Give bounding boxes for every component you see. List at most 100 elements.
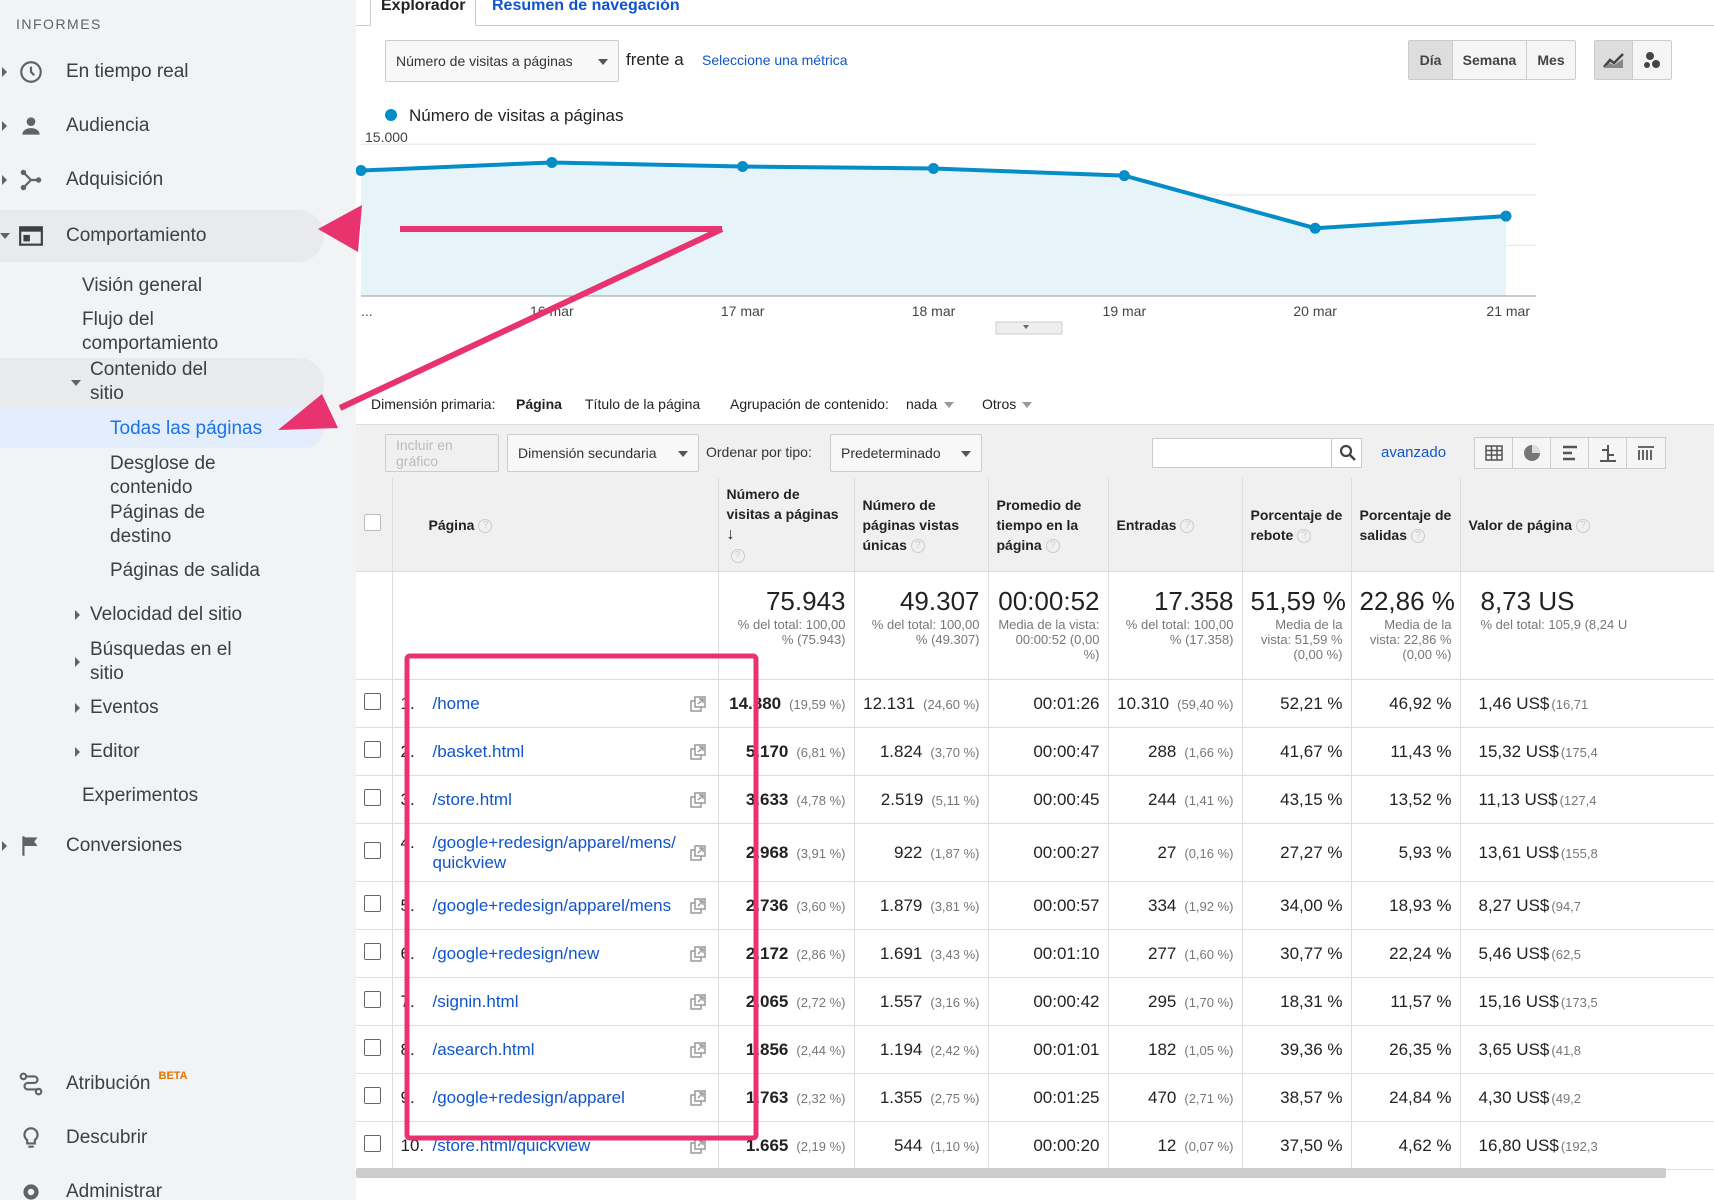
pivot-view-button[interactable] bbox=[1627, 438, 1665, 468]
row-checkbox[interactable] bbox=[364, 1038, 381, 1056]
comparison-view-button[interactable] bbox=[1589, 438, 1627, 468]
sidebar-sub-todas-las-paginas[interactable]: Todas las páginas bbox=[110, 418, 263, 439]
dimension-pagina[interactable]: Página bbox=[516, 396, 562, 412]
select-all-checkbox[interactable] bbox=[364, 513, 381, 531]
select-all-cell[interactable] bbox=[356, 478, 393, 572]
page-link[interactable]: /google+redesign/apparel bbox=[433, 1088, 625, 1108]
page-link[interactable]: /home bbox=[433, 694, 480, 714]
row-checkbox-cell[interactable] bbox=[356, 929, 393, 978]
help-icon[interactable]: ? bbox=[730, 549, 745, 564]
sidebar-sub-contenido[interactable]: Contenido del sitio bbox=[90, 358, 207, 406]
month-button[interactable]: Mes bbox=[1527, 41, 1575, 79]
row-checkbox-cell[interactable] bbox=[356, 881, 393, 930]
table-view-button[interactable] bbox=[1475, 438, 1513, 468]
header-salidas[interactable]: Porcentaje de salidas? bbox=[1351, 478, 1461, 572]
open-page-icon[interactable] bbox=[689, 844, 706, 861]
metric-select[interactable]: Número de visitas a páginas bbox=[385, 40, 619, 82]
page-link[interactable]: /google+redesign/apparel/mens bbox=[433, 896, 672, 916]
row-checkbox-cell[interactable] bbox=[356, 977, 393, 1026]
help-icon[interactable]: ? bbox=[1045, 538, 1060, 553]
row-checkbox-cell[interactable] bbox=[356, 1025, 393, 1074]
header-pagina[interactable]: Página? bbox=[392, 478, 719, 572]
row-checkbox[interactable] bbox=[364, 942, 381, 960]
row-checkbox-cell[interactable] bbox=[356, 823, 393, 882]
open-page-icon[interactable] bbox=[689, 791, 706, 808]
sidebar-sub-busquedas[interactable]: Búsquedas en el sitio bbox=[90, 638, 232, 686]
sort-type-select[interactable]: Predeterminado bbox=[830, 434, 982, 472]
row-checkbox[interactable] bbox=[364, 1086, 381, 1104]
agrupacion-value[interactable]: nada bbox=[906, 396, 938, 412]
row-checkbox[interactable] bbox=[364, 692, 381, 710]
help-icon[interactable]: ? bbox=[1180, 518, 1195, 533]
row-checkbox-cell[interactable] bbox=[356, 1073, 393, 1122]
open-page-icon[interactable] bbox=[689, 1137, 706, 1154]
help-icon[interactable]: ? bbox=[478, 518, 493, 533]
row-checkbox-cell[interactable] bbox=[356, 1121, 393, 1170]
line-chart-button[interactable] bbox=[1595, 41, 1633, 79]
dimension-titulo-link[interactable]: Título de la página bbox=[585, 396, 701, 412]
sidebar-item-acquisition[interactable]: Adquisición bbox=[0, 154, 356, 206]
page-link[interactable]: /store.html/quickview bbox=[433, 1136, 591, 1156]
sidebar-sub-destino[interactable]: Páginas de destino bbox=[110, 501, 205, 549]
page-link[interactable]: /basket.html bbox=[433, 742, 525, 762]
row-checkbox[interactable] bbox=[364, 894, 381, 912]
sidebar-sub-vision-general[interactable]: Visión general bbox=[82, 275, 203, 296]
help-icon[interactable]: ? bbox=[1297, 528, 1312, 543]
tab-resumen-navegacion[interactable]: Resumen de navegación bbox=[492, 0, 680, 14]
open-page-icon[interactable] bbox=[689, 993, 706, 1010]
row-checkbox[interactable] bbox=[364, 841, 381, 859]
help-icon[interactable]: ? bbox=[1410, 528, 1425, 543]
page-link[interactable]: /store.html bbox=[433, 790, 512, 810]
sidebar-item-behavior[interactable]: Comportamiento bbox=[0, 210, 324, 262]
pie-view-button[interactable] bbox=[1513, 438, 1551, 468]
open-page-icon[interactable] bbox=[689, 1089, 706, 1106]
row-checkbox-cell[interactable] bbox=[356, 775, 393, 824]
dimension-otros-link[interactable]: Otros bbox=[982, 396, 1017, 412]
tab-explorador[interactable]: Explorador bbox=[370, 0, 477, 26]
sidebar-sub-flujo[interactable]: Flujo del comportamiento bbox=[82, 308, 218, 356]
page-link[interactable]: /google+redesign/new bbox=[433, 944, 600, 964]
secondary-dimension-select[interactable]: Dimensión secundaria bbox=[507, 434, 699, 472]
header-unicas[interactable]: Número de páginas vistas únicas? bbox=[854, 478, 989, 572]
sidebar-item-audience[interactable]: Audiencia bbox=[0, 100, 356, 152]
dimension-agrupacion-link[interactable]: Agrupación de contenido: bbox=[730, 396, 889, 412]
header-tiempo[interactable]: Promedio de tiempo en la página? bbox=[988, 478, 1109, 572]
open-page-icon[interactable] bbox=[689, 1041, 706, 1058]
day-button[interactable]: Día bbox=[1409, 41, 1453, 79]
page-link[interactable]: /signin.html bbox=[433, 992, 519, 1012]
open-page-icon[interactable] bbox=[689, 695, 706, 712]
search-button[interactable] bbox=[1331, 438, 1363, 468]
sidebar-item-conversions[interactable]: Conversiones bbox=[0, 820, 356, 872]
table-search-input[interactable] bbox=[1152, 438, 1362, 468]
header-valor[interactable]: Valor de página? bbox=[1460, 478, 1714, 572]
sidebar-sub-editor[interactable]: Editor bbox=[90, 741, 140, 762]
help-icon[interactable]: ? bbox=[1575, 518, 1590, 533]
row-checkbox[interactable] bbox=[364, 788, 381, 806]
sidebar-sub-experimentos[interactable]: Experimentos bbox=[82, 785, 199, 806]
open-page-icon[interactable] bbox=[689, 945, 706, 962]
sidebar-sub-eventos[interactable]: Eventos bbox=[90, 697, 159, 718]
header-visitas[interactable]: Número de visitas a páginas ↓? bbox=[718, 478, 855, 572]
page-link[interactable]: /asearch.html bbox=[433, 1040, 535, 1060]
row-checkbox-cell[interactable] bbox=[356, 727, 393, 776]
header-entradas[interactable]: Entradas? bbox=[1108, 478, 1243, 572]
select-metric-link[interactable]: Seleccione una métrica bbox=[702, 52, 848, 68]
horizontal-scrollbar[interactable] bbox=[356, 1168, 1666, 1178]
advanced-link[interactable]: avanzado bbox=[1381, 444, 1447, 461]
sidebar-sub-salida[interactable]: Páginas de salida bbox=[110, 560, 260, 581]
row-checkbox[interactable] bbox=[364, 1134, 381, 1152]
motion-chart-button[interactable] bbox=[1633, 41, 1671, 79]
page-link[interactable]: /google+redesign/apparel/mens/quickview bbox=[433, 833, 676, 873]
header-rebote[interactable]: Porcentaje de rebote? bbox=[1242, 478, 1352, 572]
sidebar-item-attribution[interactable]: Atribución BETA bbox=[0, 1058, 356, 1110]
row-checkbox-cell[interactable] bbox=[356, 679, 393, 728]
sidebar-sub-velocidad[interactable]: Velocidad del sitio bbox=[90, 604, 243, 625]
row-checkbox[interactable] bbox=[364, 740, 381, 758]
bar-view-button[interactable] bbox=[1551, 438, 1589, 468]
open-page-icon[interactable] bbox=[689, 743, 706, 760]
row-checkbox[interactable] bbox=[364, 990, 381, 1008]
sidebar-item-admin[interactable]: Administrar bbox=[0, 1166, 356, 1200]
week-button[interactable]: Semana bbox=[1453, 41, 1527, 79]
sidebar-sub-desglose[interactable]: Desglose de contenido bbox=[110, 452, 216, 500]
sidebar-item-discover[interactable]: Descubrir bbox=[0, 1112, 356, 1164]
